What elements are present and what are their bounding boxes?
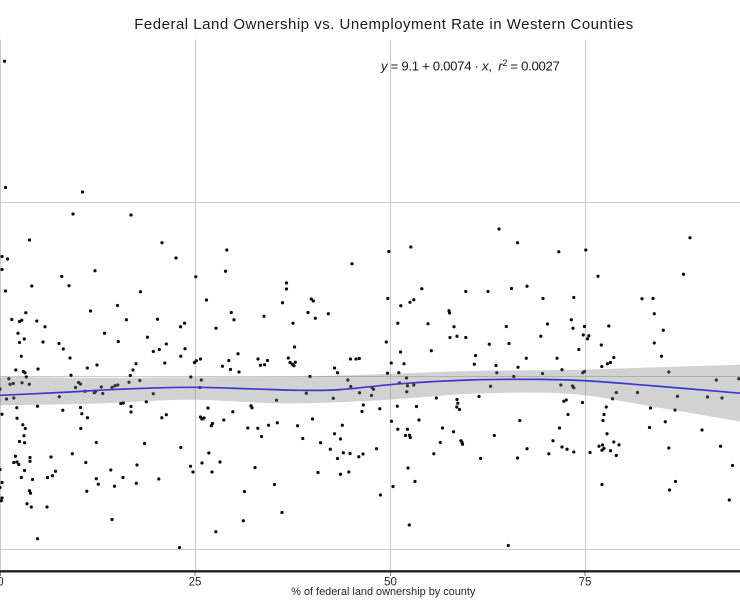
svg-text:25: 25	[189, 577, 202, 589]
svg-text:Federal Land Ownership vs. Une: Federal Land Ownership vs. Unemployment …	[134, 16, 633, 33]
svg-text:75: 75	[579, 577, 592, 589]
svg-text:% of federal land ownership by: % of federal land ownership by county	[291, 586, 476, 598]
svg-text:0: 0	[0, 577, 4, 589]
svg-text:50: 50	[384, 577, 397, 589]
svg-text:y = 9.1 + 0.0074 · x, r2 = 0.: y = 9.1 + 0.0074 · x, r2 = 0.0027	[380, 58, 560, 74]
